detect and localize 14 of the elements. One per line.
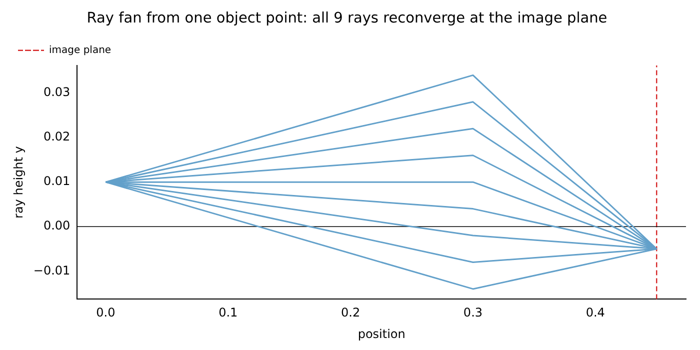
x-tick-label: 0.0 [96,306,116,320]
y-tick-label: −0.01 [33,263,70,278]
x-axis-title: position [358,326,406,341]
y-tick-label: 0.01 [43,174,70,188]
y-tick-label: 0.00 [43,218,70,233]
x-tick-label: 0.1 [218,306,238,320]
x-tick-label: 0.3 [463,306,483,320]
legend-label: image plane [49,44,112,56]
y-tick-label: 0.03 [43,85,70,100]
chart-title: Ray fan from one object point: all 9 rays reconverge at the image plane [86,10,608,26]
y-axis-title: ray height y [11,146,26,218]
x-tick-label: 0.2 [341,306,360,320]
y-tick-label: 0.02 [43,130,70,144]
x-tick-label: 0.4 [586,306,605,320]
